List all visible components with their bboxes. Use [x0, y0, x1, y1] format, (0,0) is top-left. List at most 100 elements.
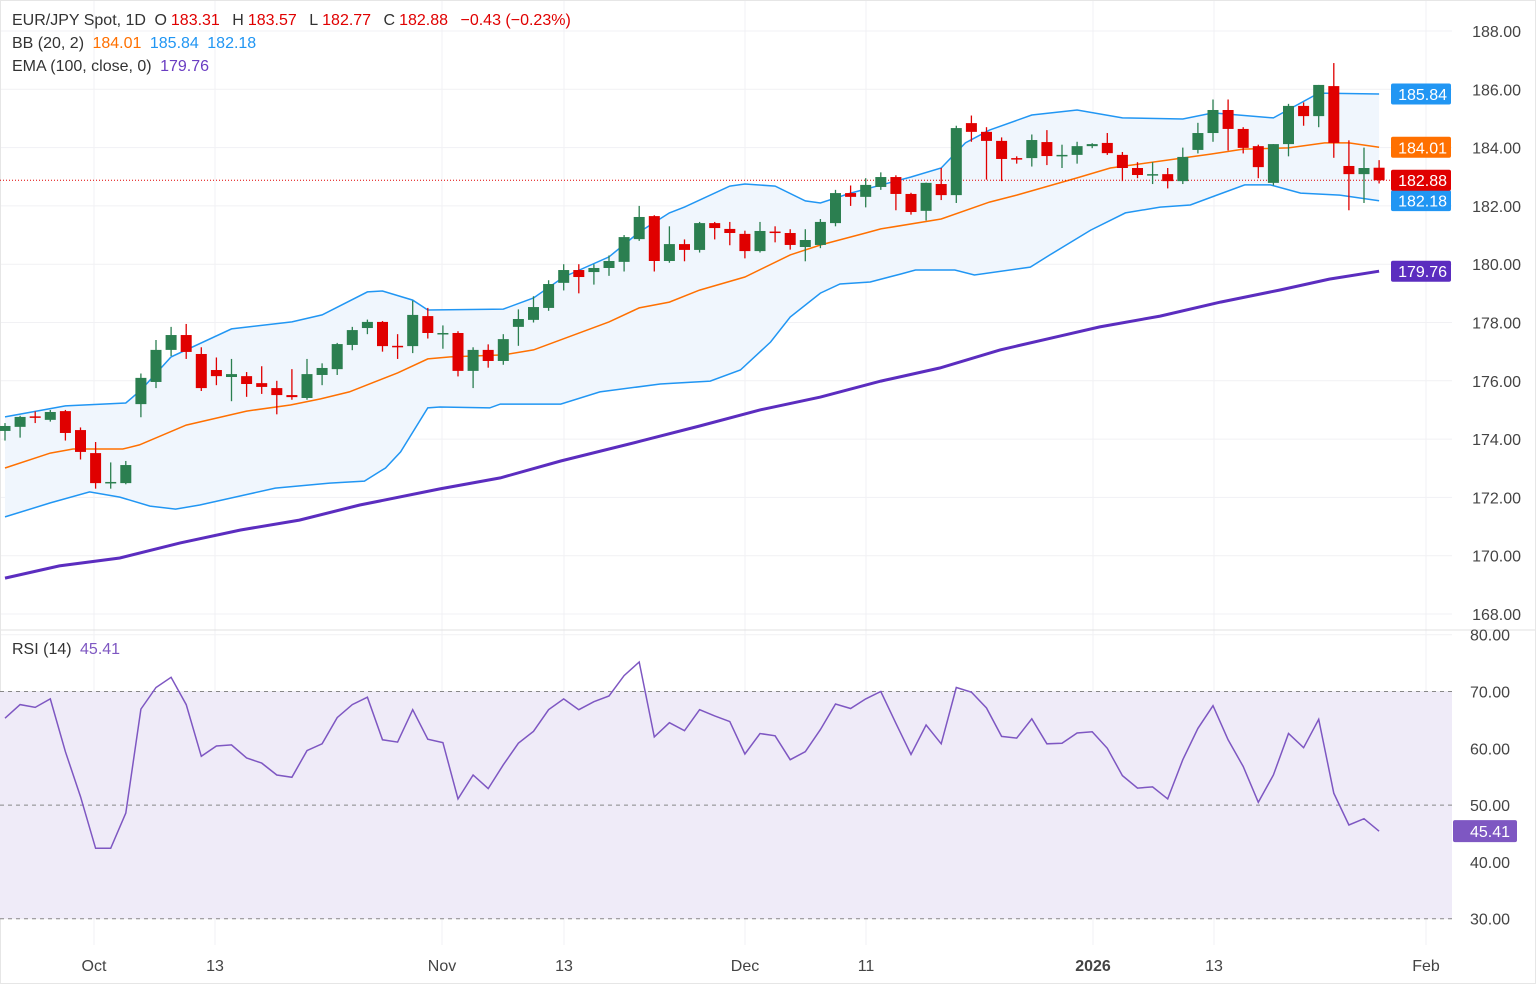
candle-body: [497, 339, 509, 361]
candle-body: [875, 177, 887, 187]
candle-body: [1116, 154, 1128, 169]
rsi-legend: RSI (14) 45.41: [12, 641, 124, 659]
candle-body: [784, 233, 796, 245]
close-value: C 182.88: [384, 12, 453, 29]
rsi-value-tag-text: 45.41: [1470, 824, 1510, 841]
candle-body: [1056, 154, 1068, 157]
candle: [558, 264, 570, 291]
candle-body: [739, 233, 751, 252]
candle-body: [618, 237, 630, 262]
price-tick-label: 168.00: [1472, 607, 1521, 624]
rsi-tick-label: 30.00: [1470, 912, 1510, 929]
candle-body: [1237, 128, 1249, 148]
ema-value: 179.76: [160, 58, 210, 75]
candle-body: [437, 332, 449, 335]
candle-body: [467, 349, 479, 371]
candle: [1011, 156, 1023, 164]
candle-body: [180, 335, 192, 352]
candle-body: [1343, 165, 1355, 175]
price-tick-label: 174.00: [1472, 432, 1521, 449]
candle: [1298, 102, 1310, 126]
candle-body: [105, 481, 117, 484]
candle: [14, 415, 26, 438]
price-tick-label: 188.00: [1472, 24, 1521, 41]
candle: [573, 264, 585, 294]
candle-body: [422, 316, 434, 333]
candle: [905, 192, 917, 215]
candle: [1283, 103, 1294, 157]
candle: [1086, 143, 1098, 149]
candle-body: [1177, 156, 1189, 182]
bb-upper-tag: 185.84: [1391, 83, 1451, 105]
candle-body: [210, 370, 222, 377]
rsi-tick-label: 60.00: [1470, 741, 1510, 758]
candle-body: [165, 335, 177, 350]
candle: [663, 226, 675, 263]
last-price-tag-text: 182.88: [1398, 173, 1447, 190]
candle-body: [573, 270, 585, 278]
rsi-line: [4, 660, 1380, 850]
last-price-tag: 182.88: [1391, 169, 1451, 191]
candle: [694, 221, 706, 253]
candle-body: [226, 374, 237, 378]
candle: [1373, 160, 1385, 184]
candle: [1358, 147, 1370, 203]
price-tick-label: 182.00: [1472, 199, 1521, 216]
candle: [1026, 134, 1038, 167]
candle: [180, 323, 192, 359]
candle: [633, 205, 645, 241]
bb-upper-value: 185.84: [149, 35, 199, 52]
candle: [482, 344, 494, 368]
candle-body: [195, 353, 207, 389]
time-tick-label: Feb: [1412, 958, 1440, 975]
candle: [528, 296, 539, 323]
candle-body: [392, 345, 404, 348]
candle: [1162, 168, 1174, 189]
close-label: C: [383, 12, 396, 29]
candle-body: [663, 244, 675, 261]
low-label: L: [309, 12, 319, 29]
candle: [981, 127, 992, 180]
candle-body: [407, 314, 419, 347]
candle: [1313, 84, 1325, 128]
candle: [935, 168, 947, 201]
candle: [29, 411, 41, 424]
candle: [90, 442, 102, 489]
candle-body: [1328, 86, 1340, 143]
candle-body: [920, 182, 932, 211]
candle-body: [29, 416, 41, 418]
bollinger-lower-line: [4, 184, 1380, 518]
candle: [467, 347, 479, 389]
candle: [286, 369, 298, 400]
ema-tag-bg: [1391, 260, 1451, 282]
bb-lower-value: 182.18: [207, 35, 257, 52]
candle: [452, 331, 464, 377]
candle-body: [603, 260, 615, 268]
bb-lower-tag-text: 182.18: [1398, 194, 1447, 211]
price-legend: EUR/JPY Spot, 1D O 183.31 H 183.57 L 182.77…: [12, 12, 575, 30]
time-tick-label: 13: [1205, 958, 1223, 975]
candle: [875, 172, 887, 190]
rsi-value: 45.41: [80, 641, 121, 658]
candle: [679, 239, 690, 262]
candle-body: [316, 367, 328, 375]
candle-body: [331, 344, 343, 370]
candle-body: [981, 131, 992, 141]
candle: [739, 230, 751, 259]
ema-100-line: [4, 269, 1380, 580]
candle: [59, 409, 71, 441]
time-tick-label: 2026: [1075, 958, 1111, 975]
candle-body: [1162, 174, 1174, 182]
candle: [135, 373, 147, 418]
candle-body: [150, 349, 162, 382]
candle-body: [1283, 105, 1294, 145]
candle: [618, 235, 630, 272]
candle-body: [1086, 144, 1098, 147]
high-label: H: [232, 12, 244, 29]
candle: [1207, 99, 1219, 142]
candle: [1192, 122, 1204, 154]
candle-body: [950, 128, 962, 196]
candle-body: [1252, 146, 1264, 168]
candle: [165, 326, 177, 357]
